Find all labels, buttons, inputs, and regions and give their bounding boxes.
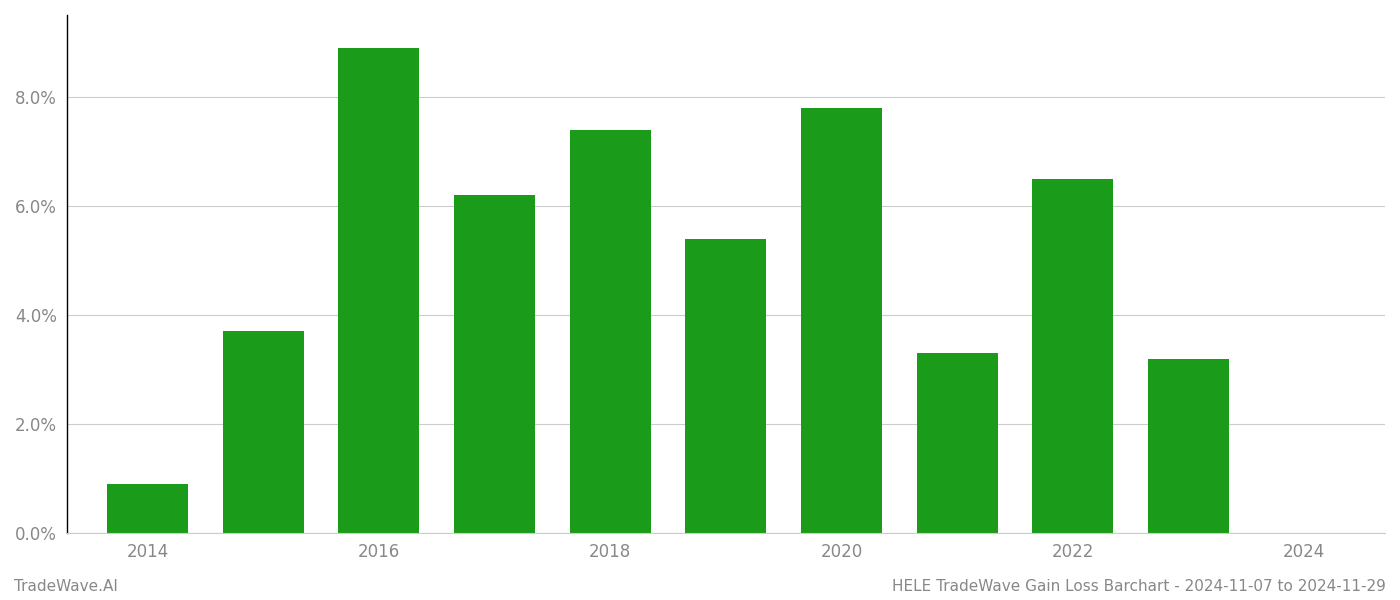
Bar — [1148, 359, 1229, 533]
Bar — [801, 108, 882, 533]
Bar — [1032, 179, 1113, 533]
Bar — [108, 484, 188, 533]
Bar — [454, 195, 535, 533]
Bar — [339, 48, 420, 533]
Bar — [223, 331, 304, 533]
Bar — [686, 239, 766, 533]
Text: TradeWave.AI: TradeWave.AI — [14, 579, 118, 594]
Bar — [917, 353, 998, 533]
Text: HELE TradeWave Gain Loss Barchart - 2024-11-07 to 2024-11-29: HELE TradeWave Gain Loss Barchart - 2024… — [892, 579, 1386, 594]
Bar — [570, 130, 651, 533]
